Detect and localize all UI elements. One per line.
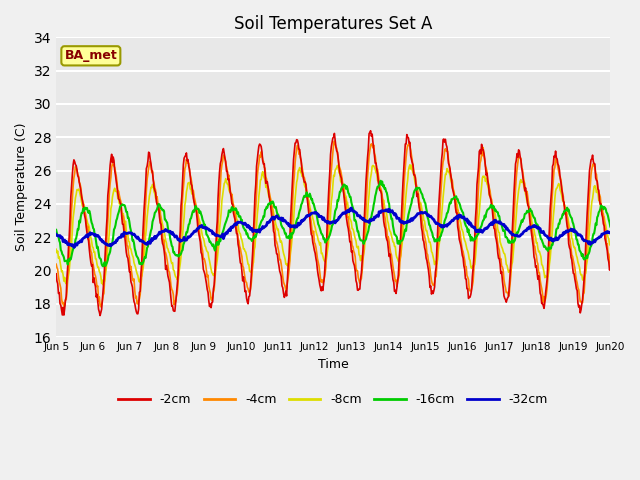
X-axis label: Time: Time [318,358,349,371]
Y-axis label: Soil Temperature (C): Soil Temperature (C) [15,123,28,252]
Text: BA_met: BA_met [65,49,117,62]
Title: Soil Temperatures Set A: Soil Temperatures Set A [234,15,433,33]
Legend: -2cm, -4cm, -8cm, -16cm, -32cm: -2cm, -4cm, -8cm, -16cm, -32cm [113,388,553,411]
